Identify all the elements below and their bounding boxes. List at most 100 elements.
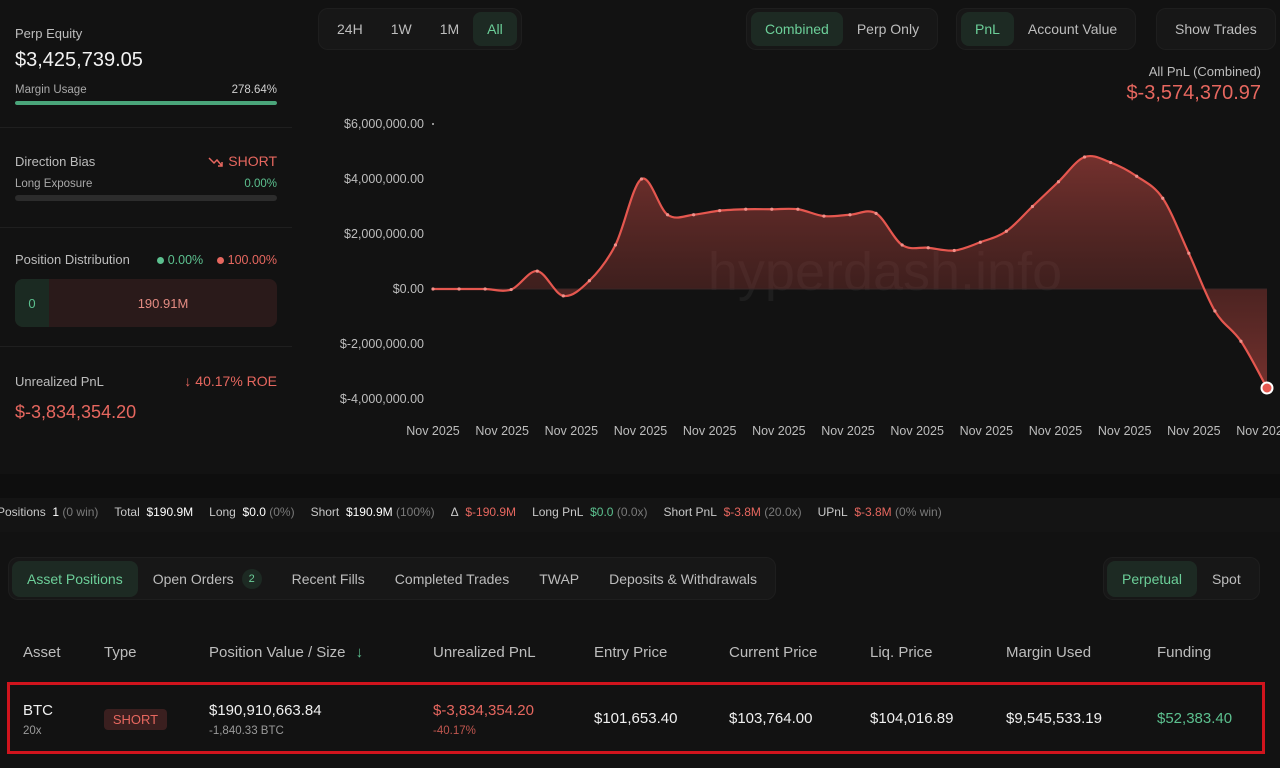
data-point [1082,155,1087,159]
metric-account-value[interactable]: Account Value [1027,21,1118,37]
market-spot[interactable]: Spot [1211,570,1241,587]
long-dot-icon [156,256,164,264]
data-point [1004,229,1008,233]
data-point [1187,251,1191,255]
data-point [1161,196,1165,200]
timeframe-all[interactable]: All [473,12,517,46]
row-position-size: -1,840.33 BTC [209,725,284,737]
col-position-value[interactable]: Position Value / Size ↓ [209,644,363,661]
tab-recent-fills[interactable]: Recent Fills [291,570,365,587]
tab-open-orders[interactable]: Open Orders 2 [138,561,277,597]
tab-open-orders-label: Open Orders [152,570,234,587]
data-point [613,243,618,247]
data-point [457,287,461,291]
dist-short-pct: 100.00% [227,252,277,267]
y-axis-marker [432,123,434,125]
data-point [692,213,696,217]
stat-value: $-3.8M [723,505,761,519]
col-asset[interactable]: Asset [23,644,61,661]
data-point [848,213,852,217]
direction-bias-value: SHORT [228,153,277,169]
chart-total-value: $-3,574,370.97 [1126,82,1261,104]
data-point [952,248,956,253]
tab-twap[interactable]: TWAP [539,570,580,587]
margin-usage-bar [15,101,277,105]
arrow-down-icon: ↓ [184,373,192,389]
x-tick-label: Nov 2025 [683,424,737,438]
stat-extra: (0% win) [895,505,942,519]
perp-equity-section: Perp Equity $3,425,739.05 Margin Usage 2… [15,26,277,105]
col-type[interactable]: Type [104,644,137,661]
row-entry-price: $101,653.40 [594,710,678,727]
stat-value: $-3.8M [854,505,892,519]
data-point [665,213,670,217]
col-funding[interactable]: Funding [1157,644,1212,661]
x-tick-label: Nov 2025 [752,424,806,438]
data-point [483,287,487,291]
stat-key: Δ [450,505,459,519]
stat-key: Total [114,505,140,519]
data-point [744,207,748,211]
timeframe-1w[interactable]: 1W [390,21,412,37]
data-point [561,294,565,298]
mode-selector: Combined Perp Only [746,8,939,50]
stat-value: $190.9M [345,505,393,519]
margin-usage-label: Margin Usage [15,84,87,96]
stat-value: $190.9M [146,505,194,519]
timeframe-1m[interactable]: 1M [439,21,460,37]
timeframe-24h[interactable]: 24H [337,21,363,37]
tab-asset-positions[interactable]: Asset Positions [12,560,138,597]
x-tick-label: Nov 2025 [890,424,944,438]
row-current-price: $103,764.00 [729,710,813,727]
stat-value: $0.0 [242,505,266,519]
x-tick-label: Nov 2025 [1098,424,1152,438]
data-point [535,269,539,273]
long-exposure-label: Long Exposure [15,178,93,190]
row-funding: $52,383.40 [1157,710,1233,727]
stat-item: Short $190.9M (100%) [311,505,435,525]
col-current-price[interactable]: Current Price [729,644,818,661]
stat-value: 1 [52,505,60,519]
x-tick-label: Nov 2025 [614,424,668,438]
x-tick-label: Nov 2025 [960,424,1014,438]
tab-deposits-withdrawals[interactable]: Deposits & Withdrawals [609,570,757,587]
col-unrealized-pnl[interactable]: Unrealized PnL [433,644,536,661]
tab-completed-trades[interactable]: Completed Trades [394,570,510,587]
market-selector: Perpetual Spot [1103,557,1260,600]
stat-item: UPnL $-3.8M (0% win) [818,505,942,525]
dist-long-value: 0 [15,279,49,327]
mode-perp-only[interactable]: Perp Only [856,21,920,37]
col-margin-used[interactable]: Margin Used [1006,644,1092,661]
direction-bias-label: Direction Bias [15,153,96,169]
x-tick-label: Nov 2025 [1236,424,1280,438]
y-tick-label: $-4,000,000.00 [340,392,424,406]
x-tick-label: Nov 2025 [475,424,529,438]
positions-tabs: Asset Positions Open Orders 2 Recent Fill… [8,557,776,600]
row-highlight-box [7,682,1265,754]
data-point [926,246,930,250]
position-distribution-label: Position Distribution [15,252,130,267]
show-trades-button[interactable]: Show Trades [1175,21,1257,37]
data-point [431,287,435,291]
data-point [509,287,513,292]
y-tick-label: $-2,000,000.00 [340,337,424,351]
data-point [822,214,826,218]
row-unrealized-pct: -40.17% [433,725,476,737]
col-position-value-label: Position Value / Size [209,644,346,661]
col-liq-price[interactable]: Liq. Price [870,644,933,661]
timeframe-selector: 24H 1W 1M All [318,8,522,50]
y-tick-label: $2,000,000.00 [344,227,424,241]
area-fill-positive [433,156,1267,289]
unrealized-roe: 40.17% ROE [195,373,277,389]
row-asset: BTC [23,702,53,719]
metric-pnl[interactable]: PnL [961,12,1014,46]
data-point [796,207,800,211]
x-tick-label: Nov 2025 [1029,424,1083,438]
data-point [1056,180,1061,184]
y-tick-label: $0.00 [393,282,424,296]
summary-panel: Perp Equity $3,425,739.05 Margin Usage 2… [0,0,292,470]
mode-combined[interactable]: Combined [751,12,843,46]
market-perpetual[interactable]: Perpetual [1107,560,1197,597]
stat-item: Short PnL $-3.8M (20.0x) [664,505,802,525]
col-entry-price[interactable]: Entry Price [594,644,668,661]
